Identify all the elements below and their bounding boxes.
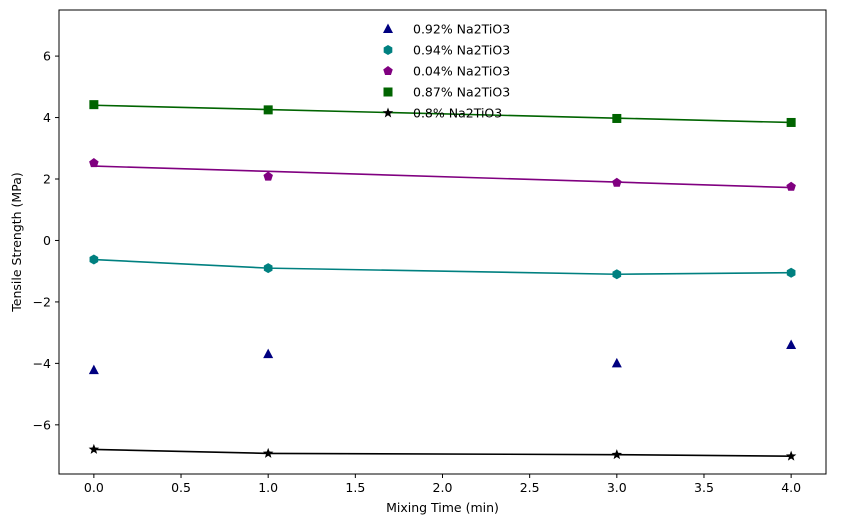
data-point-series-2-1: [263, 171, 273, 181]
fit-line-series-2: [93, 165, 792, 189]
axes: 0.0 0.5 1.0 1.5 2.0 2.5 3.0 3.5 4.0 −6 −4 −2 0 2 4 6 Mix…: [9, 9, 827, 515]
plot-area: [88, 100, 797, 461]
data-point-series-4-0: [88, 443, 100, 454]
y-tick-label: 6: [43, 49, 51, 64]
legend-label-series-3: 0.87% Na2TiO3: [413, 85, 510, 100]
y-tick-label: 0: [43, 233, 51, 248]
data-point-series-0-0: [88, 364, 99, 375]
x-tick-label: 4.0: [781, 480, 801, 495]
data-point-series-1-3: [786, 267, 796, 278]
data-point-series-3-1: [263, 105, 273, 115]
x-tick-label: 2.5: [520, 480, 540, 495]
y-tick-label: 4: [43, 110, 51, 125]
data-point-series-3-3: [786, 117, 796, 127]
x-tick-label: 0.0: [84, 480, 104, 495]
data-point-series-0-3: [786, 339, 797, 349]
x-tick-label: 3.5: [694, 480, 714, 495]
data-point-series-0-2: [611, 357, 622, 368]
x-tick-label: 1.5: [345, 480, 365, 495]
legend-marker-series-3: [383, 87, 393, 97]
x-tick-label: 0.5: [171, 480, 191, 495]
data-point-series-4-1: [262, 447, 274, 458]
data-point-series-3-2: [612, 113, 622, 123]
plot-frame: [58, 9, 827, 475]
x-tick-label: 1.0: [258, 480, 278, 495]
data-point-series-0-1: [263, 348, 274, 359]
legend-marker-series-2: [383, 66, 393, 76]
legend-marker-series-1: [383, 45, 393, 55]
fit-line-series-1: [93, 258, 792, 276]
data-point-series-4-3: [785, 450, 797, 461]
data-point-series-2-0: [89, 158, 99, 168]
data-point-series-3-0: [89, 100, 99, 110]
legend-label-series-4: 0.8% Na2TiO3: [413, 106, 502, 121]
legend-marker-series-0: [383, 23, 393, 33]
fit-line-series-3: [93, 104, 792, 124]
data-point-series-1-0: [89, 254, 99, 265]
x-tick-label: 2.0: [433, 480, 453, 495]
data-point-series-2-3: [786, 181, 796, 191]
legend: 0.92% Na2TiO3 0.94% Na2TiO3 0.04% Na2TiO3 0…: [382, 22, 510, 121]
data-point-series-2-2: [612, 177, 622, 187]
y-axis-label: Tensile Strength (MPa): [9, 172, 24, 312]
data-point-series-1-2: [612, 269, 622, 280]
fit-line-series-4: [93, 448, 792, 457]
legend-label-series-1: 0.94% Na2TiO3: [413, 43, 510, 58]
y-tick-label: 2: [43, 172, 51, 187]
legend-label-series-2: 0.04% Na2TiO3: [413, 64, 510, 79]
y-tick-label: −2: [33, 294, 51, 309]
legend-label-series-0: 0.92% Na2TiO3: [413, 22, 510, 37]
data-point-series-1-1: [263, 263, 273, 274]
x-axis-label: Mixing Time (min): [386, 500, 499, 515]
data-point-series-4-2: [611, 449, 623, 460]
y-tick-label: −4: [33, 356, 51, 371]
x-tick-label: 3.0: [607, 480, 627, 495]
legend-marker-series-4: [382, 107, 394, 118]
y-tick-label: −6: [33, 417, 51, 432]
